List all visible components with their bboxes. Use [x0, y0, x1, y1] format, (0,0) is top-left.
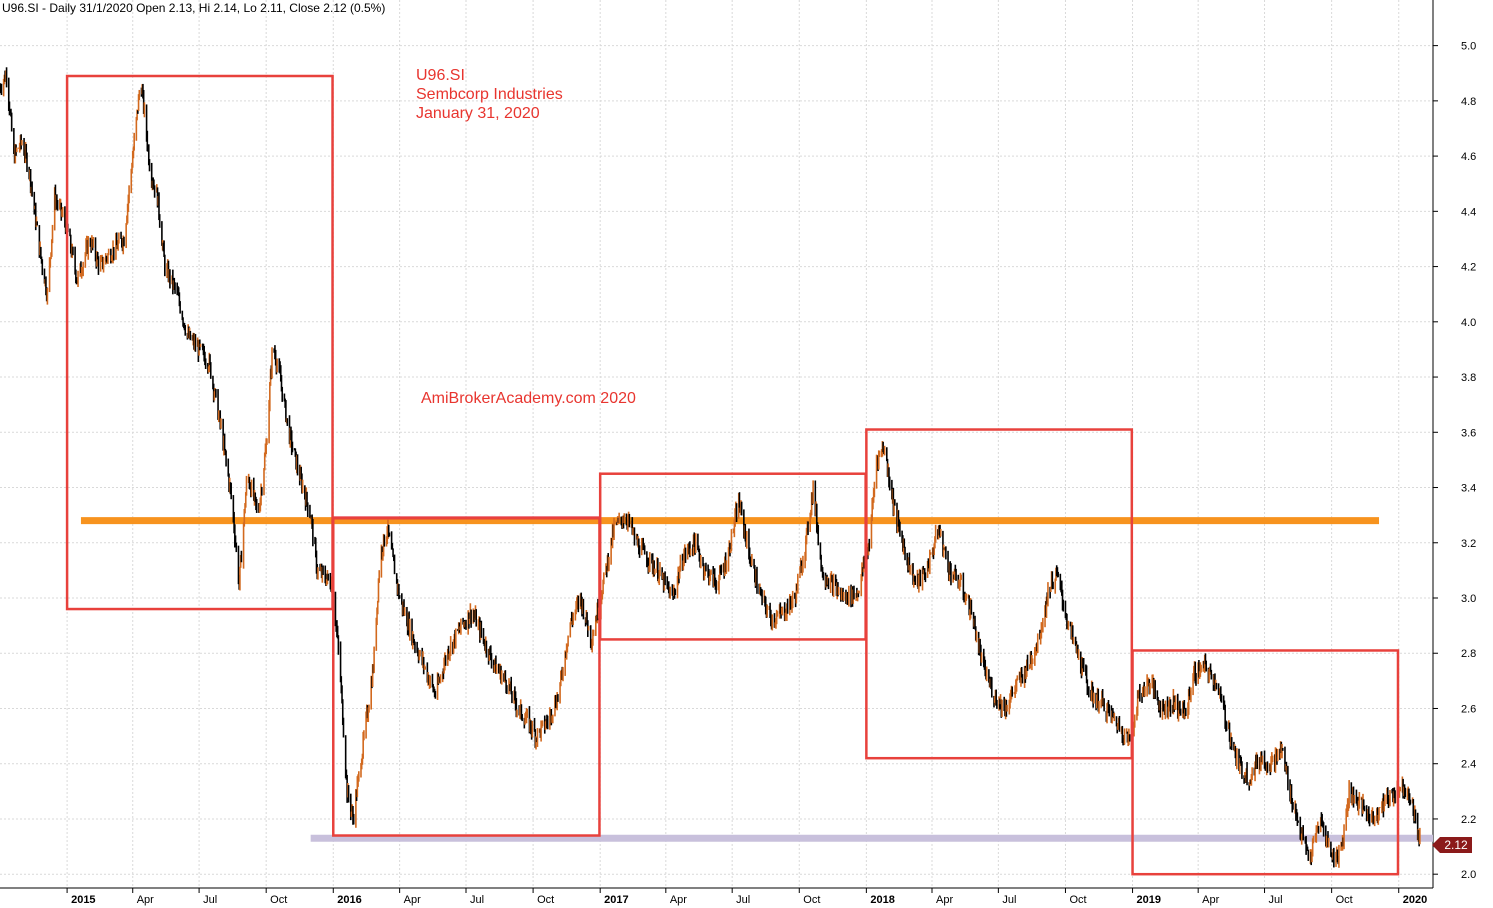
y-tick-label: 2.8 — [1461, 648, 1476, 660]
y-tick-label: 4.0 — [1461, 317, 1476, 329]
y-tick-label: 3.2 — [1461, 538, 1476, 550]
horizontal-levels — [80, 516, 1433, 842]
y-tick-label: 4.6 — [1461, 151, 1476, 163]
x-tick-label: Apr — [137, 894, 154, 906]
x-tick-label: 2019 — [1137, 894, 1161, 906]
y-tick-label: 5.0 — [1461, 41, 1476, 53]
x-tick-label: Oct — [1336, 894, 1353, 906]
y-tick-label: 3.4 — [1461, 483, 1476, 495]
y-tick-label: 4.8 — [1461, 96, 1476, 108]
annotation-symbol: U96.SI — [416, 67, 465, 84]
watermark-text: AmiBrokerAcademy.com 2020 — [421, 390, 636, 407]
y-tick-label: 2.4 — [1461, 759, 1476, 771]
y-tick-label: 2.6 — [1461, 703, 1476, 715]
x-tick-label: 2020 — [1403, 894, 1427, 906]
chart-annotation: U96.SI Sembcorp Industries January 31, 2… — [416, 66, 563, 123]
y-tick-label: 3.8 — [1461, 372, 1476, 384]
y-tick-label: 3.6 — [1461, 427, 1476, 439]
last-price-tag: 2.12 — [1432, 837, 1472, 853]
x-tick-label: Apr — [936, 894, 953, 906]
x-tick-label: Jul — [203, 894, 217, 906]
y-tick-label: 3.0 — [1461, 593, 1476, 605]
range-box — [1131, 649, 1400, 876]
x-tick-label: Apr — [404, 894, 421, 906]
range-box — [865, 428, 1134, 760]
range-box — [65, 74, 334, 611]
x-tick-label: 2016 — [337, 894, 361, 906]
x-tick-label: Apr — [1202, 894, 1219, 906]
x-tick-label: 2017 — [604, 894, 628, 906]
grid-lines — [0, 0, 1433, 888]
annotation-company: Sembcorp Industries — [416, 86, 563, 103]
chart-header: U96.SI - Daily 31/1/2020 Open 2.13, Hi 2… — [2, 1, 386, 15]
y-tick-label: 2.2 — [1461, 814, 1476, 826]
x-tick-label: Oct — [537, 894, 554, 906]
x-tick-label: Jul — [470, 894, 484, 906]
price-series — [0, 67, 1421, 868]
y-tick-label: 4.2 — [1461, 262, 1476, 274]
x-tick-label: Jul — [736, 894, 750, 906]
range-boxes — [65, 74, 1400, 876]
y-tick-label: 2.0 — [1461, 869, 1476, 881]
x-tick-label: Apr — [670, 894, 687, 906]
x-tick-label: Jul — [1269, 894, 1283, 906]
x-tick-label: Oct — [803, 894, 820, 906]
annotation-date: January 31, 2020 — [416, 105, 540, 122]
x-tick-label: Oct — [1069, 894, 1086, 906]
range-box — [332, 516, 601, 837]
x-tick-label: 2018 — [870, 894, 894, 906]
x-tick-label: Oct — [270, 894, 287, 906]
y-tick-label: 4.4 — [1461, 206, 1476, 218]
x-tick-label: 2015 — [71, 894, 95, 906]
x-tick-label: Jul — [1002, 894, 1016, 906]
